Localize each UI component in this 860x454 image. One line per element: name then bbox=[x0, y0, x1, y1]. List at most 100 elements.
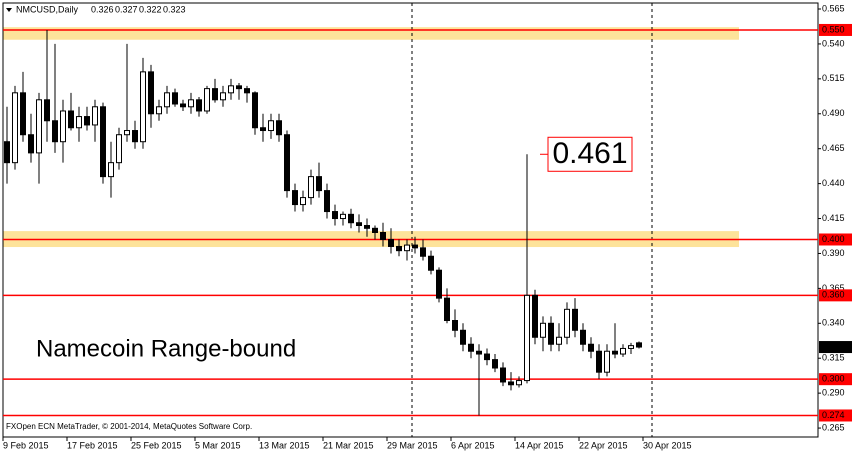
candle-body bbox=[524, 294, 530, 382]
candle-body bbox=[84, 116, 90, 126]
header-open: 0.326 bbox=[91, 4, 114, 14]
y-tick-label: 0.415 bbox=[822, 213, 845, 223]
level-tag bbox=[819, 289, 852, 302]
candle-body bbox=[188, 99, 194, 108]
candle-body bbox=[444, 297, 450, 322]
candle-body bbox=[492, 359, 498, 369]
price-tag bbox=[819, 341, 852, 354]
x-tick-label: 6 Apr 2015 bbox=[451, 440, 495, 450]
candle-body bbox=[52, 120, 58, 143]
annotation-label: 0.461 bbox=[552, 137, 627, 170]
candle-body bbox=[108, 162, 114, 178]
candle-body bbox=[540, 322, 546, 338]
candle-body bbox=[164, 92, 170, 108]
candle-body bbox=[204, 88, 210, 112]
header-low: 0.322 bbox=[139, 4, 162, 14]
note: Namecoin Range-bound bbox=[36, 335, 296, 362]
y-tick-label: 0.290 bbox=[822, 388, 845, 398]
candle-body bbox=[4, 141, 10, 164]
candle-body bbox=[284, 134, 290, 192]
candle-body bbox=[348, 213, 354, 224]
candle-body bbox=[212, 88, 218, 101]
candle-body bbox=[404, 244, 410, 252]
candle-body bbox=[620, 347, 626, 355]
candle-body bbox=[380, 232, 386, 240]
candle-body bbox=[356, 222, 362, 227]
zone bbox=[3, 27, 739, 40]
price-label: 0.323 bbox=[822, 341, 845, 351]
x-tick-label: 21 Mar 2015 bbox=[323, 440, 374, 450]
candle-body bbox=[68, 110, 74, 129]
candle-body bbox=[20, 92, 26, 136]
candle-body bbox=[308, 176, 314, 199]
plot-frame bbox=[2, 2, 819, 438]
level-tag bbox=[819, 233, 852, 246]
level-tag bbox=[819, 23, 852, 36]
candle-body bbox=[532, 294, 538, 338]
candle-body bbox=[172, 92, 178, 105]
candle-body bbox=[148, 71, 154, 115]
candle-body bbox=[124, 130, 130, 136]
candle-body bbox=[220, 92, 226, 101]
level-tag bbox=[819, 373, 852, 386]
candle-body bbox=[44, 99, 50, 122]
y-tick-label: 0.390 bbox=[822, 248, 845, 258]
candle-body bbox=[420, 247, 426, 257]
candle-body bbox=[436, 269, 442, 299]
candle-body bbox=[228, 85, 234, 94]
candle-body bbox=[260, 127, 266, 132]
candle-body bbox=[548, 322, 554, 345]
candle-body bbox=[612, 350, 618, 355]
y-tick-label: 0.540 bbox=[822, 38, 845, 48]
candle-body bbox=[268, 120, 274, 132]
candle-body bbox=[180, 103, 186, 108]
x-tick-label: 17 Feb 2015 bbox=[67, 440, 118, 450]
candle-body bbox=[364, 225, 370, 229]
candle-body bbox=[340, 213, 346, 220]
candle-body bbox=[428, 255, 434, 271]
level-label: 0.550 bbox=[822, 24, 845, 34]
candle-body bbox=[28, 134, 34, 154]
y-tick-label: 0.490 bbox=[822, 108, 845, 118]
candle-body bbox=[580, 329, 586, 345]
candle-body bbox=[564, 308, 570, 338]
candle-body bbox=[132, 130, 138, 143]
y-tick-label: 0.565 bbox=[822, 3, 845, 13]
candle-body bbox=[60, 110, 66, 143]
candle-body bbox=[588, 343, 594, 352]
candle-body bbox=[332, 211, 338, 220]
candle-body bbox=[628, 345, 634, 349]
candle-body bbox=[372, 227, 378, 234]
x-tick-label: 30 Apr 2015 bbox=[643, 440, 692, 450]
y-tick-label: 0.315 bbox=[822, 353, 845, 363]
menu-arrow bbox=[6, 8, 12, 12]
candle-body bbox=[300, 197, 306, 206]
candle-body bbox=[412, 244, 418, 249]
candle-body bbox=[156, 106, 162, 115]
candle-body bbox=[484, 353, 490, 361]
candle-body bbox=[572, 308, 578, 331]
candle-body bbox=[276, 120, 282, 136]
x-tick-label: 9 Feb 2015 bbox=[3, 440, 49, 450]
annotation-box bbox=[547, 136, 633, 172]
candle-body bbox=[388, 238, 394, 247]
candle-body bbox=[252, 92, 258, 129]
level-label: 0.300 bbox=[822, 374, 845, 384]
x-tick-label: 14 Apr 2015 bbox=[515, 440, 564, 450]
level-label: 0.400 bbox=[822, 234, 845, 244]
candle-body bbox=[236, 85, 242, 90]
candle-body bbox=[324, 190, 330, 213]
candle-body bbox=[452, 320, 458, 331]
y-tick-label: 0.340 bbox=[822, 318, 845, 328]
candle-body bbox=[292, 190, 298, 206]
x-tick-label: 22 Apr 2015 bbox=[579, 440, 628, 450]
candle-body bbox=[244, 88, 250, 94]
level-label: 0.274 bbox=[822, 410, 845, 420]
x-tick-label: 13 Mar 2015 bbox=[259, 440, 310, 450]
y-tick-label: 0.465 bbox=[822, 143, 845, 153]
candle-body bbox=[36, 99, 42, 154]
header-close: 0.323 bbox=[163, 4, 186, 14]
candle-body bbox=[636, 342, 642, 348]
